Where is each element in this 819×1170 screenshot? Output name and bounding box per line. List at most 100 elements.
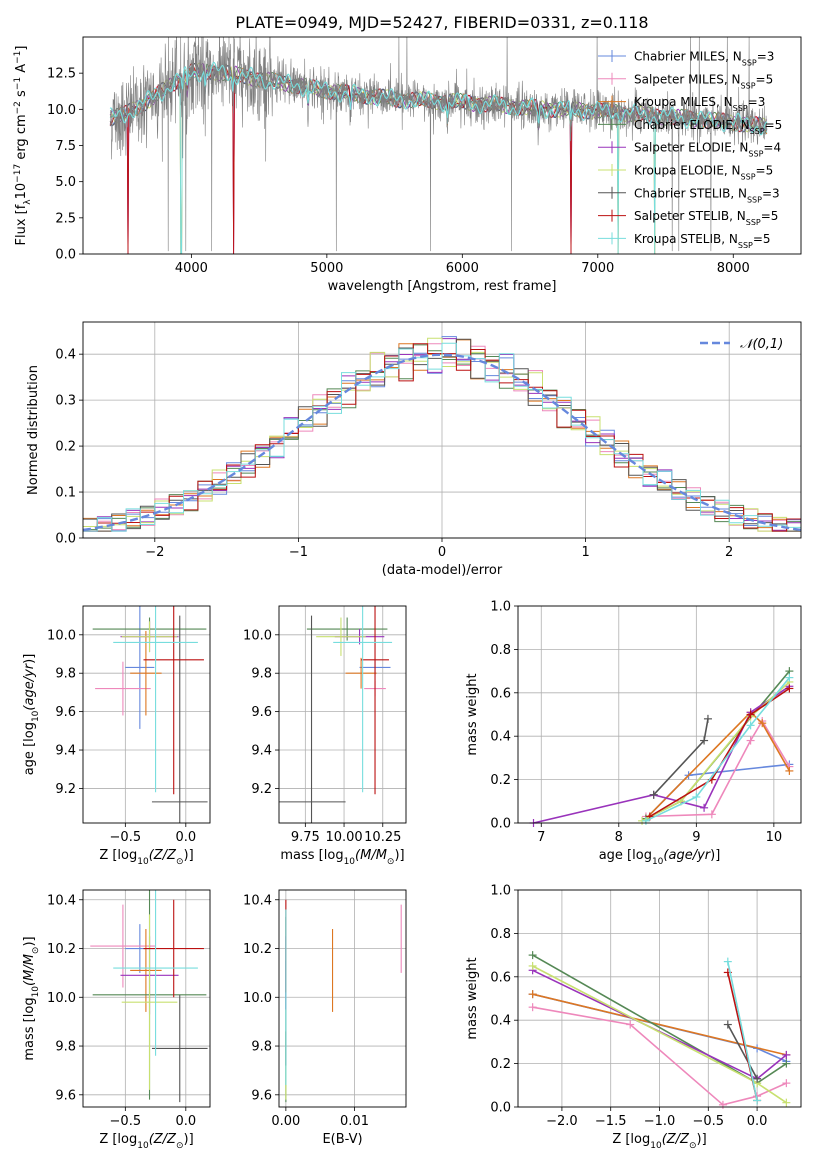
- weight-line-8: [727, 961, 758, 1101]
- legend-label-2: Kroupa MILES, NSSP=3: [634, 95, 765, 113]
- spectrum-ylabel: Flux [fλ10−17 erg cm−2 s−1 A−1]: [13, 46, 33, 246]
- weight_vs_age-ylabel: mass weight: [465, 673, 480, 755]
- x-tick-label: 2: [725, 545, 733, 560]
- x-tick-label: 0.00: [271, 1114, 300, 1129]
- errorbar-8: [113, 890, 198, 1056]
- spectrum-panel: 4000 5000 6000 7000 8000 0.0 2.5 5.0 7.5 10.0 12.5…: [13, 36, 802, 294]
- age-vs-Z-xlabel: Z [log10(Z/Z⊙)]: [99, 848, 193, 867]
- y-tick-label: 9.2: [251, 782, 272, 797]
- y-tick-label: 0.8: [490, 927, 511, 942]
- x-tick-label: 7: [537, 830, 545, 845]
- weight-line-7: [649, 687, 790, 818]
- y-tick-label: 0.0: [490, 817, 511, 832]
- y-tick-label: 12.5: [47, 67, 76, 82]
- y-tick-label: 10.0: [243, 991, 272, 1006]
- normal-reference-curve: [83, 353, 801, 532]
- errorbar-7: [143, 606, 204, 795]
- x-tick-label: −2: [145, 545, 164, 560]
- axes-frame: [517, 605, 802, 824]
- y-tick-label: 0.8: [490, 643, 511, 658]
- observed-spectrum: [109, 37, 768, 252]
- errorbar-2: [130, 929, 162, 1012]
- y-tick-label: 0.1: [55, 486, 76, 501]
- weight-line-8: [645, 677, 791, 822]
- age_vs_Z-panel: −0.5 0.0 9.2 9.4 9.6 9.8 10.0 Z [log10(Z/Z⊙)] ag…: [22, 605, 211, 867]
- errorbar-7: [143, 899, 204, 998]
- x-tick-label: 0.0: [747, 1114, 768, 1129]
- y-tick-label: 10.0: [243, 628, 272, 643]
- legend-label-0: Chabrier MILES, NSSP=3: [634, 50, 774, 68]
- x-tick-label: 8000: [717, 261, 750, 276]
- x-tick-label: −0.5: [110, 830, 142, 845]
- errorbar-6: [151, 615, 208, 823]
- y-tick-label: 0.4: [490, 1014, 511, 1029]
- model-line-top: [109, 61, 768, 136]
- weight-line-6: [727, 1024, 758, 1080]
- axes-frame: [82, 36, 802, 255]
- y-tick-label: 7.5: [55, 139, 76, 154]
- residuals-panel: −2 −1 0 1 2 0.0 0.1 0.2 0.3 0.4 (data-model)/error…: [26, 321, 802, 578]
- y-tick-label: 0.2: [490, 773, 511, 788]
- y-tick-label: 9.8: [251, 667, 272, 682]
- y-tick-label: 10.4: [243, 893, 272, 908]
- x-tick-label: 6000: [446, 261, 479, 276]
- y-tick-label: 9.8: [55, 1040, 76, 1055]
- errorbar-2: [345, 657, 377, 689]
- weight_vs_Z-panel: −2.0 −1.5 −1.0 −0.5 0.0 0.0 0.2 0.4 0.6 0.8 1.0 Z […: [465, 884, 802, 1151]
- x-tick-label: −0.5: [110, 1114, 142, 1129]
- x-tick-label: 4000: [175, 261, 208, 276]
- errorbar-8: [113, 606, 198, 793]
- y-tick-label: 0.0: [55, 532, 76, 547]
- legend-label-6: Chabrier STELIB, NSSP=3: [634, 186, 780, 204]
- legend-label-4: Salpeter ELODIE, NSSP=4: [634, 141, 781, 159]
- y-tick-label: 9.8: [55, 667, 76, 682]
- axes-frame: [278, 605, 407, 824]
- errorbar-2: [130, 630, 162, 716]
- y-tick-label: 0.4: [55, 348, 76, 363]
- x-tick-label: 0.01: [340, 1114, 369, 1129]
- mass-vs-ebv-xlabel: E(B-V): [322, 1132, 362, 1147]
- y-tick-label: 9.2: [55, 782, 76, 797]
- y-tick-label: 10.0: [47, 991, 76, 1006]
- axes-frame: [517, 889, 802, 1108]
- weight_vs_age-panel: 7 8 9 10 0.0 0.2 0.4 0.6 0.8 1.0 age [log10(age/yr…: [465, 600, 802, 867]
- y-tick-label: 0.0: [55, 248, 76, 263]
- residuals-xlabel: (data-model)/error: [382, 563, 503, 578]
- errorbar-6: [151, 994, 208, 1103]
- x-tick-label: −0.5: [693, 1114, 725, 1129]
- y-tick-label: 9.8: [251, 1040, 272, 1055]
- y-tick-label: 9.6: [251, 705, 272, 720]
- x-tick-label: 10.00: [325, 830, 362, 845]
- x-tick-label: −1.0: [644, 1114, 676, 1129]
- mass-vs-Z-ylabel: mass [log10(M/M⊙)]: [22, 936, 41, 1060]
- histogram-8: [83, 342, 801, 532]
- y-tick-label: 9.6: [251, 1088, 272, 1103]
- y-tick-label: 0.6: [490, 686, 511, 701]
- y-tick-label: 10.2: [243, 942, 272, 957]
- mass_vs_ebv-panel: 0.00 0.01 9.6 9.8 10.0 10.2 10.4 E(B-V): [243, 889, 407, 1147]
- y-tick-label: 10.4: [47, 893, 76, 908]
- legend-label-3: Chabrier ELODIE, NSSP=5: [634, 118, 782, 136]
- y-tick-label: 0.3: [55, 394, 76, 409]
- x-tick-label: −1.5: [595, 1114, 627, 1129]
- x-tick-label: 10: [766, 830, 783, 845]
- x-tick-label: 9.75: [291, 830, 320, 845]
- residuals-ylabel: Normed distribution: [26, 365, 41, 495]
- age-vs-mass-xlabel: mass [log10(M/M⊙)]: [280, 848, 404, 867]
- y-tick-label: 0.6: [490, 970, 511, 985]
- errorbar-1: [95, 661, 151, 716]
- y-tick-label: 0.0: [490, 1101, 511, 1116]
- errorbar-7: [361, 606, 389, 795]
- x-tick-label: 0.0: [175, 1114, 196, 1129]
- mass_vs_Z-panel: −0.5 0.0 9.6 9.8 10.0 10.2 10.4 Z [log10(Z/Z⊙)]…: [22, 889, 211, 1151]
- mass-vs-Z-xlabel: Z [log10(Z/Z⊙)]: [99, 1132, 193, 1151]
- plot-area: 4000 5000 6000 7000 80000.02.55.07.510.012.5…: [13, 36, 802, 1151]
- x-tick-label: 9: [692, 830, 700, 845]
- y-tick-label: 9.4: [251, 744, 272, 759]
- axes-frame: [82, 605, 211, 824]
- x-tick-label: 0: [438, 545, 446, 560]
- weight_vs_Z-ylabel: mass weight: [465, 957, 480, 1039]
- age_vs_mass-panel: 9.75 10.00 10.25 9.2 9.4 9.6 9.8 10.0 mass [log1…: [243, 605, 407, 867]
- legend-label-5: Kroupa ELODIE, NSSP=5: [634, 164, 773, 182]
